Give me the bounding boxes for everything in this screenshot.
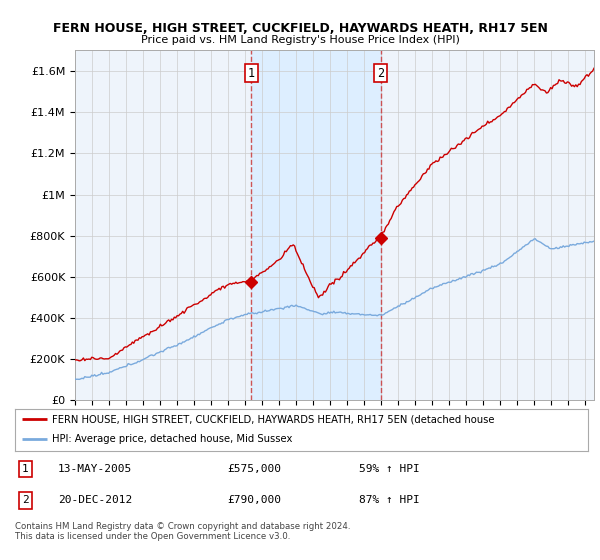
Text: 1: 1 (248, 67, 255, 80)
Text: 20-DEC-2012: 20-DEC-2012 (58, 496, 132, 506)
Text: Price paid vs. HM Land Registry's House Price Index (HPI): Price paid vs. HM Land Registry's House … (140, 35, 460, 45)
Bar (251, 50, 381, 400)
Text: 13-MAY-2005: 13-MAY-2005 (58, 464, 132, 474)
Text: 1: 1 (22, 464, 29, 474)
Text: 87% ↑ HPI: 87% ↑ HPI (359, 496, 419, 506)
Text: 59% ↑ HPI: 59% ↑ HPI (359, 464, 419, 474)
Text: 2: 2 (22, 496, 29, 506)
Text: FERN HOUSE, HIGH STREET, CUCKFIELD, HAYWARDS HEATH, RH17 5EN (detached house: FERN HOUSE, HIGH STREET, CUCKFIELD, HAYW… (52, 414, 495, 424)
Text: 2: 2 (377, 67, 385, 80)
Text: FERN HOUSE, HIGH STREET, CUCKFIELD, HAYWARDS HEATH, RH17 5EN: FERN HOUSE, HIGH STREET, CUCKFIELD, HAYW… (53, 22, 547, 35)
Text: £575,000: £575,000 (227, 464, 281, 474)
Text: HPI: Average price, detached house, Mid Sussex: HPI: Average price, detached house, Mid … (52, 434, 293, 444)
Text: Contains HM Land Registry data © Crown copyright and database right 2024.
This d: Contains HM Land Registry data © Crown c… (15, 522, 350, 542)
Text: £790,000: £790,000 (227, 496, 281, 506)
